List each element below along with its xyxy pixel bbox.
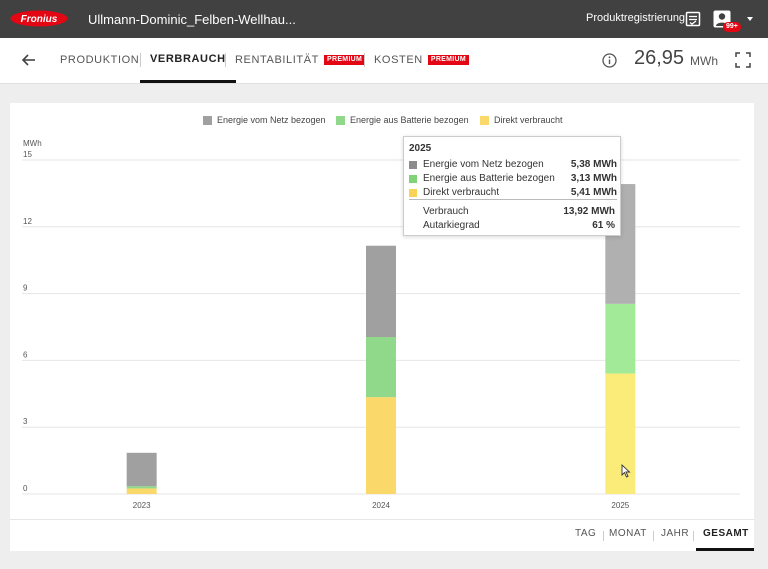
tab-produktion[interactable]: PRODUKTION xyxy=(60,38,139,82)
tab-label: KOSTEN xyxy=(374,54,423,66)
chart-card: Energie vom Netz bezogen Energie aus Bat… xyxy=(10,103,754,551)
tab-label: RENTABILITÄT xyxy=(235,54,320,66)
tab-label: VERBRAUCH xyxy=(150,53,226,65)
legend-item-direct[interactable]: Direkt verbraucht xyxy=(480,115,563,125)
legend-label: Energie aus Batterie bezogen xyxy=(350,115,469,125)
tooltip-summary-value: 13,92 MWh xyxy=(563,206,615,217)
tab-label: PRODUKTION xyxy=(60,54,140,66)
logo-text: Fronius xyxy=(21,14,58,25)
fullscreen-icon[interactable] xyxy=(735,52,751,68)
y-tick-label: 9 xyxy=(23,284,28,293)
y-tick-label: 15 xyxy=(23,150,32,159)
tab-divider xyxy=(140,53,141,67)
tab-verbrauch[interactable]: VERBRAUCH xyxy=(140,38,236,83)
total-consumption-unit: MWh xyxy=(690,54,718,68)
legend-label: Energie vom Netz bezogen xyxy=(217,115,326,125)
y-axis-unit-label: MWh xyxy=(23,139,42,148)
legend-item-battery[interactable]: Energie aus Batterie bezogen xyxy=(336,115,469,125)
mouse-pointer-icon xyxy=(621,464,631,478)
tooltip-value: 5,41 MWh xyxy=(570,187,617,198)
y-tick-label: 6 xyxy=(23,350,28,359)
chevron-down-icon[interactable] xyxy=(747,17,753,21)
tooltip-value: 3,13 MWh xyxy=(570,173,617,184)
tooltip-swatch xyxy=(409,189,417,197)
tooltip-summary-label: Autarkiegrad xyxy=(423,220,480,231)
legend-swatch xyxy=(336,115,345,125)
tooltip-divider xyxy=(409,199,617,200)
legend-item-grid[interactable]: Energie vom Netz bezogen xyxy=(203,115,326,125)
range-tag[interactable]: TAG xyxy=(575,528,597,539)
x-tick-label: 2024 xyxy=(372,501,390,510)
tooltip-swatch xyxy=(409,175,417,183)
site-title[interactable]: Ullmann-Dominic_Felben-Wellhau... xyxy=(88,12,296,27)
product-registration-link[interactable]: Produktregistrierung xyxy=(586,12,686,24)
tooltip-summary-label: Verbrauch xyxy=(423,206,469,217)
bar-segment xyxy=(605,373,636,494)
consumption-bar-chart: MWh 0 3 6 9 12 15 2023 2024 2025 xyxy=(22,139,740,510)
range-jahr[interactable]: JAHR xyxy=(661,528,690,539)
tooltip-title: 2025 xyxy=(409,143,432,154)
range-divider xyxy=(693,531,694,541)
bar-segment xyxy=(126,488,157,494)
tooltip-label: Direkt verbraucht xyxy=(423,187,500,198)
legend-swatch xyxy=(480,115,489,125)
range-gesamt[interactable]: GESAMT xyxy=(703,528,749,539)
legend-swatch xyxy=(203,115,212,125)
bar-segment xyxy=(366,245,396,338)
bar-segment xyxy=(366,337,396,398)
y-tick-label: 3 xyxy=(23,417,28,426)
tab-divider xyxy=(225,53,226,67)
chart-tooltip: 2025 Energie vom Netz bezogen 5,38 MWh E… xyxy=(403,136,621,236)
info-icon[interactable] xyxy=(602,53,617,68)
x-tick-label: 2025 xyxy=(611,501,629,510)
tooltip-row-grid: Energie vom Netz bezogen 5,38 MWh xyxy=(409,159,617,171)
active-range-indicator xyxy=(696,548,754,551)
range-divider xyxy=(603,531,604,541)
tooltip-row-battery: Energie aus Batterie bezogen 3,13 MWh xyxy=(409,173,617,185)
bar-segment xyxy=(126,486,157,489)
clipboard-list-icon[interactable] xyxy=(685,11,701,27)
tooltip-value: 5,38 MWh xyxy=(570,159,617,170)
tab-rentabilitaet[interactable]: RENTABILITÄT PREMIUM xyxy=(235,38,366,82)
notification-badge: 99+ xyxy=(723,22,741,32)
chart-legend: Energie vom Netz bezogen Energie aus Bat… xyxy=(10,115,754,127)
bar-segment xyxy=(605,303,636,374)
legend-label: Direkt verbraucht xyxy=(494,115,563,125)
y-tick-label: 12 xyxy=(23,217,32,226)
x-tick-label: 2023 xyxy=(133,501,151,510)
y-tick-label: 0 xyxy=(23,484,28,493)
tooltip-summary-value: 61 % xyxy=(592,220,615,231)
tooltip-label: Energie vom Netz bezogen xyxy=(423,159,544,170)
card-divider xyxy=(10,519,754,520)
tab-divider xyxy=(364,53,365,67)
fronius-logo[interactable]: Fronius xyxy=(10,10,68,27)
nav-bar: PRODUKTION VERBRAUCH RENTABILITÄT PREMIU… xyxy=(0,38,768,84)
range-monat[interactable]: MONAT xyxy=(609,528,647,539)
tooltip-swatch xyxy=(409,161,417,169)
tab-kosten[interactable]: KOSTEN PREMIUM xyxy=(374,38,469,82)
bar-segment xyxy=(366,397,396,494)
top-bar: Fronius Ullmann-Dominic_Felben-Wellhau..… xyxy=(0,0,768,38)
arrow-left-icon[interactable] xyxy=(21,52,37,68)
tooltip-row-direct: Direkt verbraucht 5,41 MWh xyxy=(409,187,617,199)
premium-badge: PREMIUM xyxy=(324,55,366,65)
range-divider xyxy=(653,531,654,541)
bar-segment xyxy=(126,452,157,487)
tooltip-label: Energie aus Batterie bezogen xyxy=(423,173,555,184)
premium-badge: PREMIUM xyxy=(427,55,469,65)
total-consumption-value: 26,95 xyxy=(634,47,685,69)
